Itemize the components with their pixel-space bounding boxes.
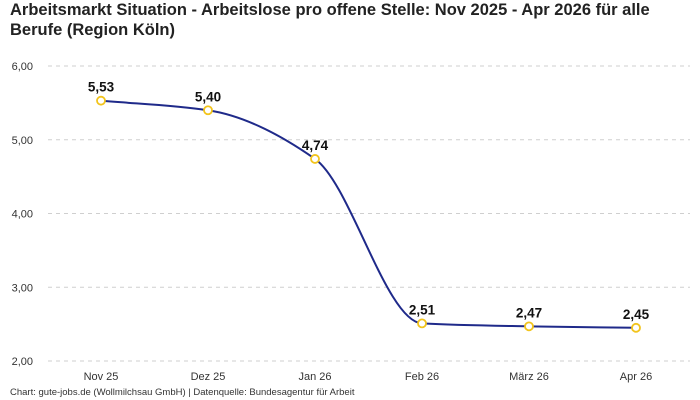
grid-layer (48, 65, 690, 362)
y-axis-ticks: 2,00 3,00 4,00 5,00 6,00 (12, 61, 33, 368)
x-tick-label: März 26 (509, 371, 549, 383)
y-tick-label: 5,00 (12, 135, 33, 147)
data-point (310, 154, 320, 164)
y-tick-label: 6,00 (12, 61, 33, 73)
data-point (524, 321, 534, 332)
data-point (203, 105, 213, 116)
data-label: 2,47 (516, 305, 542, 320)
data-label: 5,40 (195, 89, 221, 104)
x-tick-label: Apr 26 (620, 371, 652, 383)
x-tick-label: Dez 25 (191, 371, 226, 383)
data-label: 2,51 (409, 302, 436, 317)
x-tick-label: Jan 26 (298, 371, 331, 383)
data-label: 4,74 (302, 138, 329, 153)
x-tick-label: Nov 25 (84, 371, 119, 383)
series-line (100, 99, 637, 329)
data-markers (96, 95, 641, 333)
y-tick-label: 4,00 (12, 209, 33, 221)
y-tick-label: 3,00 (12, 282, 33, 294)
x-axis-ticks: Nov 25 Dez 25 Jan 26 Feb 26 März 26 Apr 26 (84, 371, 653, 383)
series-line-layer (100, 99, 637, 329)
data-point (631, 322, 641, 333)
data-label: 5,53 (88, 80, 115, 95)
data-label: 2,45 (623, 307, 650, 322)
footer-credit: Chart: gute-jobs.de (Wollmilchsau GmbH) … (10, 387, 355, 398)
data-point (417, 318, 427, 329)
x-tick-label: Feb 26 (405, 371, 439, 383)
data-point (96, 95, 106, 106)
data-labels: 5,53 5,40 4,74 2,51 2,47 2,45 (88, 80, 650, 322)
y-tick-label: 2,00 (12, 356, 33, 368)
chart-title: Arbeitsmarkt Situation - Arbeitslose pro… (10, 1, 650, 39)
